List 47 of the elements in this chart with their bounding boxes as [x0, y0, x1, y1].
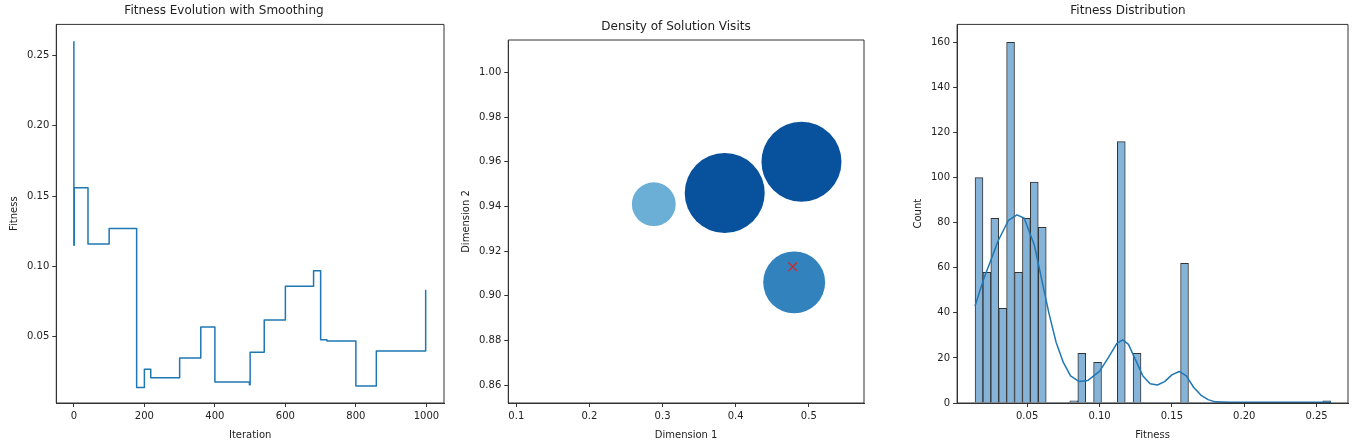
x-tick-label: 200 — [134, 409, 154, 421]
x-tick-label: 0 — [70, 409, 78, 421]
x-axis-title: Dimension 1 — [654, 428, 718, 440]
y-tick-label: 1.00 — [479, 65, 502, 77]
x-tick-label: 1000 — [413, 409, 440, 421]
chart-title: Fitness Distribution — [1070, 3, 1186, 18]
y-tick-label: 40 — [937, 306, 951, 318]
x-tick-label: 0.20 — [1233, 409, 1256, 421]
x-tick-label: 0.15 — [1160, 409, 1183, 421]
x-tick-label: 0.1 — [508, 409, 525, 421]
y-axis-title: Dimension 2 — [459, 190, 471, 253]
y-tick-label: 100 — [930, 171, 951, 183]
y-tick-label: 0.90 — [479, 289, 502, 301]
x-tick-label: 0.25 — [1305, 409, 1328, 421]
y-tick-label: 0.96 — [479, 155, 502, 167]
y-axis-title: Count — [911, 198, 923, 229]
y-tick-label: 120 — [930, 126, 951, 138]
y-tick-label: 140 — [930, 81, 951, 93]
y-tick-label: 0.86 — [479, 378, 502, 390]
x-tick-label: 0.05 — [1016, 409, 1039, 421]
y-tick-label: 0.25 — [27, 48, 50, 60]
y-tick-label: 0.94 — [479, 200, 502, 212]
y-tick-label: 160 — [930, 36, 951, 48]
y-tick-label: 80 — [937, 216, 951, 228]
x-tick-label: 600 — [275, 409, 295, 421]
y-tick-label: 0.20 — [27, 119, 50, 131]
x-tick-label: 0.10 — [1088, 409, 1111, 421]
y-tick-label: 0.10 — [27, 260, 50, 272]
y-tick-label: 60 — [937, 261, 951, 273]
y-axis-title: Fitness — [7, 196, 19, 232]
x-tick-label: 0.4 — [727, 409, 744, 421]
x-tick-label: 400 — [205, 409, 225, 421]
x-tick-label: 0.5 — [800, 409, 817, 421]
x-tick-label: 0.3 — [654, 409, 671, 421]
y-tick-label: 0.98 — [479, 110, 502, 122]
y-tick-label: 0 — [943, 396, 951, 408]
y-tick-label: 0.92 — [479, 244, 502, 256]
x-axis-title: Iteration — [228, 428, 272, 440]
x-axis-title: Fitness — [1135, 428, 1170, 440]
y-tick-label: 20 — [937, 351, 951, 363]
y-tick-label: 0.88 — [479, 334, 502, 346]
y-tick-label: 0.15 — [27, 189, 50, 201]
x-tick-label: 800 — [346, 409, 366, 421]
x-tick-label: 0.2 — [581, 409, 598, 421]
chart-title: Density of Solution Visits — [601, 18, 751, 33]
y-tick-label: 0.05 — [27, 330, 50, 342]
chart-title: Fitness Evolution with Smoothing — [124, 3, 324, 18]
